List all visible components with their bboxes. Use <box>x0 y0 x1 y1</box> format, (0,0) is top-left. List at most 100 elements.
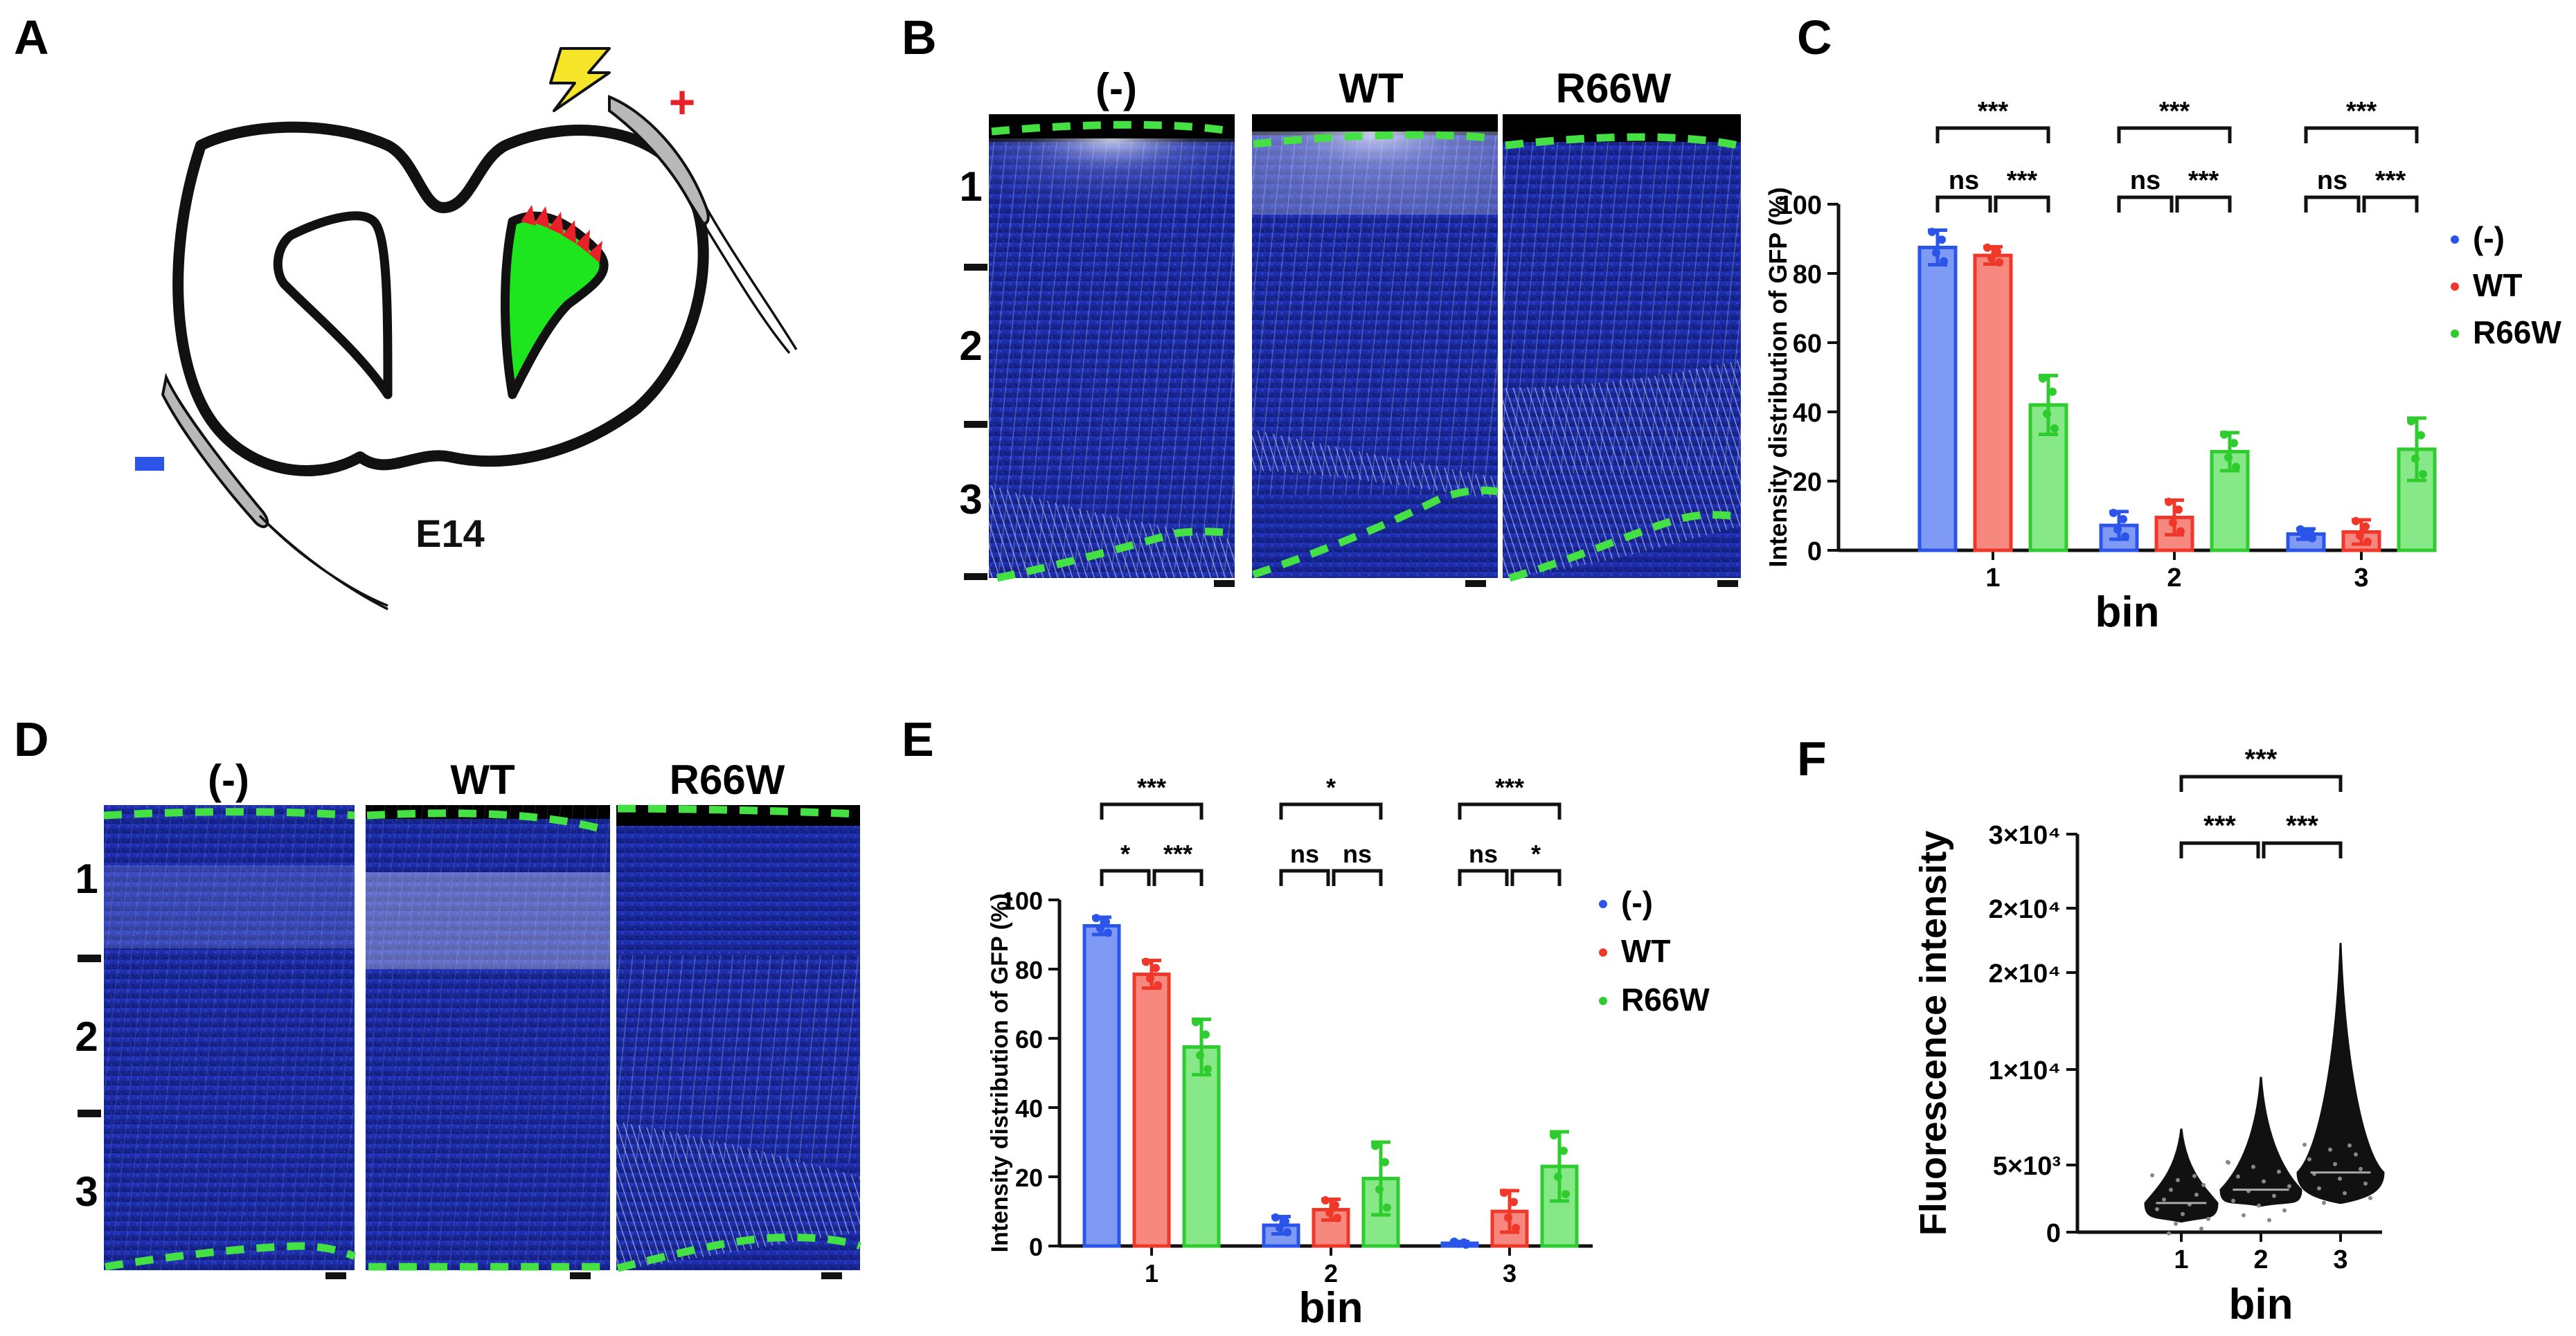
data-point <box>1995 258 2003 267</box>
data-point <box>1375 1185 1384 1194</box>
sig-left-bracket <box>1100 869 1151 886</box>
data-point <box>1504 1213 1512 1222</box>
b-bin-divider-1 <box>964 264 987 271</box>
data-point <box>2363 537 2372 546</box>
x-tick-label: 3 <box>2354 563 2368 593</box>
data-point <box>1550 1131 1558 1139</box>
violin-point <box>2162 1197 2166 1202</box>
d-bin-divider-1 <box>78 955 101 962</box>
violin-point <box>2176 1177 2180 1182</box>
y-tick-label: 0 <box>2046 1219 2061 1248</box>
sig-left-label: ns <box>1290 840 1319 868</box>
bar <box>1973 253 2013 552</box>
sig-top-bracket <box>2304 126 2419 143</box>
y-tick-label: 100 <box>1001 887 1043 915</box>
lightning-icon <box>549 47 611 112</box>
x-tick-label: 2 <box>2253 1245 2268 1274</box>
data-point <box>1325 1209 1334 1217</box>
violin-point <box>2322 1200 2326 1205</box>
panel-a-letter: A <box>14 10 49 64</box>
data-point <box>2296 525 2305 534</box>
d-image-r66w <box>616 804 861 1279</box>
data-point <box>2417 431 2425 440</box>
x-tick-label: 3 <box>2333 1245 2347 1274</box>
d-bin-2: 2 <box>75 1013 98 1060</box>
b-bin-divider-2 <box>964 421 987 428</box>
panel-e-letter: E <box>902 712 934 766</box>
sig-right-label: *** <box>1163 840 1192 868</box>
legend-marker <box>2451 330 2459 338</box>
data-point <box>1454 1239 1463 1248</box>
violin-point <box>2150 1173 2154 1177</box>
data-point <box>1204 1065 1212 1074</box>
violin-point <box>2307 1157 2311 1162</box>
data-point <box>2169 518 2177 527</box>
data-point <box>2121 532 2129 541</box>
sig-left-label: ns <box>1469 840 1498 868</box>
y-tick-label: 80 <box>1793 260 1822 289</box>
sig-top-bracket <box>2117 126 2232 143</box>
plus-sign-icon: + <box>669 76 696 127</box>
legend-marker <box>1599 997 1607 1005</box>
data-point <box>2419 470 2427 478</box>
d-bin-divider-2 <box>78 1110 101 1117</box>
violin-point <box>2201 1182 2206 1187</box>
positive-electrode-wire <box>688 200 798 354</box>
violin-point <box>2328 1147 2332 1152</box>
violin-point <box>2181 1211 2185 1216</box>
x-tick-label: 3 <box>1503 1259 1517 1288</box>
y-tick-label: 3×10⁴ <box>1989 821 2061 850</box>
violin-point <box>2167 1231 2171 1236</box>
b-condition-r66w: R66W <box>1556 65 1672 111</box>
data-point <box>1281 1217 1289 1226</box>
violin-point <box>2236 1174 2240 1179</box>
sig-top-bracket <box>1935 126 2050 143</box>
violin-point <box>2287 1184 2291 1189</box>
bar <box>1182 1045 1221 1248</box>
sig-left-bracket <box>2117 195 2174 213</box>
panel-d: D (-) WT R66W 1 2 3 <box>14 712 861 1279</box>
sig-1-2-bracket <box>2179 841 2260 858</box>
violin-point <box>2262 1179 2266 1184</box>
sig-right-bracket <box>2175 195 2232 213</box>
data-point <box>2039 374 2047 383</box>
data-point <box>1993 247 2001 256</box>
violin-point <box>2251 1164 2255 1169</box>
violin-point <box>2169 1187 2173 1192</box>
data-point <box>1192 1018 1200 1027</box>
sig-top-bracket <box>1458 802 1562 820</box>
b-condition-neg: (-) <box>1095 65 1137 111</box>
panel-f-letter: F <box>1797 732 1827 786</box>
electroporated-cells <box>521 205 602 263</box>
sig-right-label: *** <box>2375 166 2406 195</box>
panel-b: B (-) WT R66W 1 2 3 <box>902 10 1742 587</box>
sig-left-label: * <box>1120 840 1130 868</box>
violin-point <box>2174 1221 2178 1226</box>
violin-point <box>2194 1192 2199 1197</box>
x-tick-label: 2 <box>1324 1259 1338 1288</box>
y-tick-label: 1×10⁴ <box>1989 1056 2061 1085</box>
data-point <box>2220 430 2228 439</box>
y-tick-label: 0 <box>1807 537 1822 566</box>
data-point <box>2407 417 2415 426</box>
y-tick-label: 80 <box>1015 956 1043 984</box>
data-point <box>1146 974 1154 983</box>
y-tick-label: 60 <box>1015 1025 1043 1054</box>
data-point <box>2230 439 2238 448</box>
data-point <box>1938 235 1946 244</box>
data-point <box>1201 1030 1210 1039</box>
left-ventricle <box>273 211 393 399</box>
data-point <box>2048 387 2057 396</box>
data-point <box>2356 531 2364 540</box>
data-point <box>1102 917 1110 926</box>
bar <box>1082 924 1121 1248</box>
b-condition-wt: WT <box>1339 65 1403 111</box>
d-bin-1: 1 <box>75 856 98 902</box>
y-tick-label: 5×10³ <box>1993 1152 2061 1181</box>
y-tick-label: 100 <box>1778 191 1822 220</box>
legend-marker <box>1599 900 1607 908</box>
violin-point <box>2257 1203 2261 1208</box>
data-point <box>1381 1157 1389 1166</box>
sig-top-label: * <box>1326 773 1336 802</box>
